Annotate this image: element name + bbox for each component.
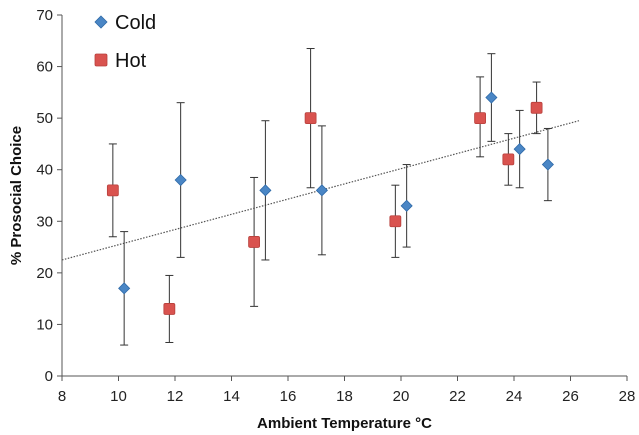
x-tick-label: 10 (110, 388, 127, 405)
legend-cold-marker (94, 15, 108, 29)
hot-point (502, 153, 515, 166)
y-axis-title: % Prosocial Choice (8, 126, 25, 265)
cold-point (513, 143, 526, 156)
x-tick-label: 20 (393, 388, 410, 405)
y-tick-label: 70 (36, 7, 53, 24)
hot-point (248, 236, 261, 248)
x-tick-label: 14 (223, 388, 240, 405)
legend: Cold Hot (94, 12, 156, 72)
y-tick-label: 10 (36, 316, 53, 333)
y-tick-label: 60 (36, 59, 53, 76)
hot-point (474, 112, 487, 125)
y-tick-label: 20 (36, 265, 53, 282)
hot-point (106, 184, 119, 197)
x-tick-label: 28 (619, 388, 636, 405)
cold-point (174, 173, 187, 187)
error-bars (108, 48, 552, 346)
y-tick-label: 30 (36, 213, 53, 230)
cold-point (541, 158, 554, 171)
cold-point (400, 199, 413, 212)
cold-point (118, 282, 131, 295)
hot-point (163, 303, 176, 315)
y-tick-label: 0 (45, 368, 53, 385)
x-tick-label: 12 (167, 388, 184, 405)
x-tick-label: 18 (336, 388, 353, 405)
legend-hot-label: Hot (115, 50, 147, 72)
y-tick-label: 40 (36, 162, 53, 179)
hot-point (389, 215, 402, 228)
hot-point (530, 101, 543, 114)
cold-point (259, 184, 272, 197)
hot-point (304, 112, 317, 125)
legend-cold-label: Cold (115, 12, 156, 34)
x-tick-label: 16 (280, 388, 297, 405)
x-axis-title: Ambient Temperature °C (257, 415, 432, 432)
y-tick-label: 50 (36, 110, 53, 127)
legend-hot-marker (94, 53, 108, 67)
cold-point (485, 91, 498, 104)
x-tick-label: 24 (506, 388, 523, 405)
axes: 0 10 20 30 40 50 60 70 8 10 12 14 16 18 20 22 24 26 28 (36, 7, 635, 405)
x-tick-label: 22 (449, 388, 466, 405)
cold-point (315, 184, 328, 197)
x-tick-label: 26 (562, 388, 579, 405)
data-markers (106, 91, 554, 315)
x-tick-label: 8 (58, 388, 66, 405)
